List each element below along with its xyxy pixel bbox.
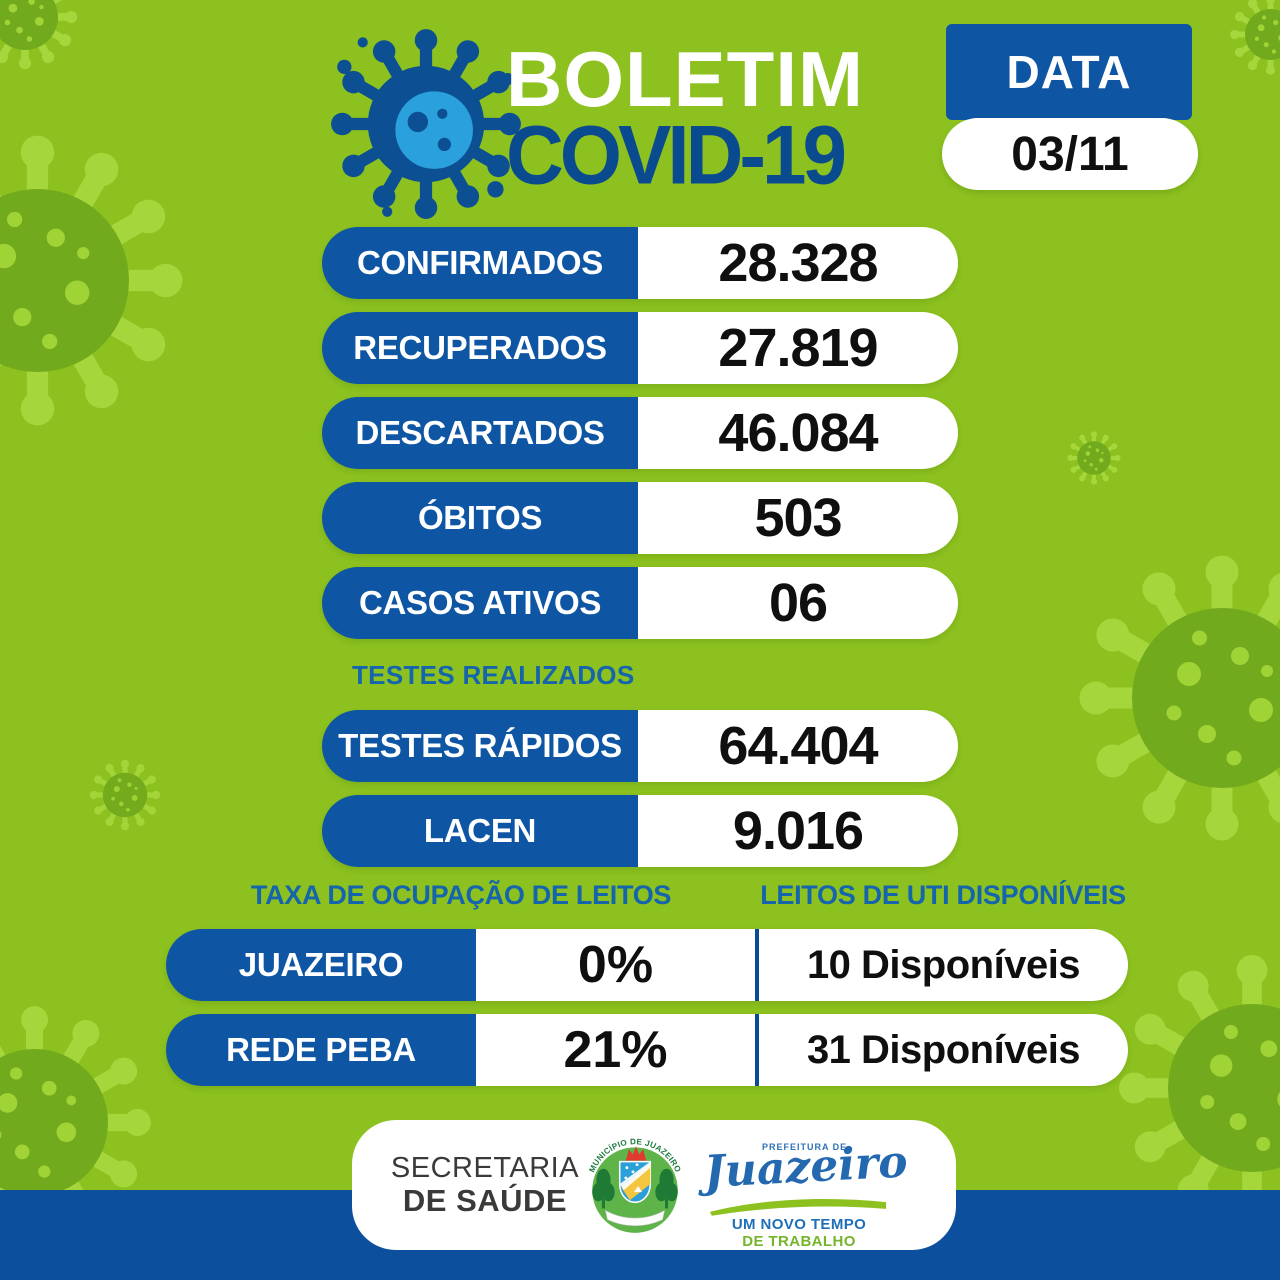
bed-row-rede-peba: REDE PEBA 21% 31 Disponíveis xyxy=(166,1014,1128,1086)
stat-row-recuperados: RECUPERADOS 27.819 xyxy=(322,312,958,384)
bed-rate: 21% xyxy=(476,1014,755,1086)
stat-row-confirmados: CONFIRMADOS 28.328 xyxy=(322,227,958,299)
stat-value: 27.819 xyxy=(638,312,958,384)
bed-available: 31 Disponíveis xyxy=(759,1014,1128,1086)
secretaria-line1: SECRETARIA xyxy=(390,1151,580,1184)
swoosh-icon xyxy=(709,1198,887,1216)
secretaria-text: SECRETARIA DE SAÚDE xyxy=(370,1120,600,1250)
date-label: DATA xyxy=(1006,46,1132,98)
page-title: BOLETIM COVID-19 xyxy=(506,35,864,202)
secretaria-line2: DE SAÚDE xyxy=(402,1182,568,1218)
virus-decoration-icon xyxy=(1067,431,1121,485)
divider xyxy=(755,1014,759,1086)
virus-icon xyxy=(331,29,521,219)
stat-row-casos-ativos: CASOS ATIVOS 06 xyxy=(322,567,958,639)
stat-value: 06 xyxy=(638,567,958,639)
virus-decoration-icon xyxy=(0,0,78,70)
bed-label: JUAZEIRO xyxy=(166,929,476,1001)
footer-card: SECRETARIA DE SAÚDE MUNICÍPIO DE JUAZEIR… xyxy=(352,1120,956,1250)
stat-value: 46.084 xyxy=(638,397,958,469)
date-pill: 03/11 xyxy=(942,118,1198,190)
stat-value: 9.016 xyxy=(638,795,958,867)
tests-section-title: TESTES REALIZADOS xyxy=(352,660,635,690)
bed-label: REDE PEBA xyxy=(166,1014,476,1086)
title-covid19: COVID-19 xyxy=(506,108,847,202)
stat-label: DESCARTADOS xyxy=(322,397,638,469)
municipal-crest-icon: MUNICÍPIO DE JUAZEIRO xyxy=(581,1133,689,1241)
virus-decoration-icon xyxy=(1119,955,1280,1221)
stat-value: 503 xyxy=(638,482,958,554)
stat-label: TESTES RÁPIDOS xyxy=(322,710,638,782)
stat-label: LACEN xyxy=(322,795,638,867)
stat-label: ÓBITOS xyxy=(322,482,638,554)
stat-value: 64.404 xyxy=(638,710,958,782)
date-box: DATA xyxy=(946,24,1192,120)
stat-label: CONFIRMADOS xyxy=(322,227,638,299)
virus-decoration-icon xyxy=(1079,555,1280,841)
slogan-line1: UM NOVO TEMPO xyxy=(731,1216,867,1233)
divider xyxy=(755,929,759,1001)
date-value: 03/11 xyxy=(1011,127,1129,181)
virus-decoration-icon xyxy=(0,135,183,426)
stat-value: 28.328 xyxy=(638,227,958,299)
prefeitura-small-text: PREFEITURA DE xyxy=(762,1142,848,1152)
virus-decoration-icon xyxy=(89,759,161,831)
icu-title: LEITOS DE UTI DISPONÍVEIS xyxy=(760,880,1126,910)
bed-available: 10 Disponíveis xyxy=(759,929,1128,1001)
stat-row-descartados: DESCARTADOS 46.084 xyxy=(322,397,958,469)
prefeitura-logo: PREFEITURA DE Juazeiro UM NOVO TEMPO DE … xyxy=(702,1134,909,1250)
bed-row-juazeiro: JUAZEIRO 0% 10 Disponíveis xyxy=(166,929,1128,1001)
prefeitura-script-name: Juazeiro xyxy=(702,1136,909,1198)
stat-label: RECUPERADOS xyxy=(322,312,638,384)
stat-row-testes-rapidos: TESTES RÁPIDOS 64.404 xyxy=(322,710,958,782)
occupancy-title: TAXA DE OCUPAÇÃO DE LEITOS xyxy=(250,880,672,910)
stat-label: CASOS ATIVOS xyxy=(322,567,638,639)
title-boletim: BOLETIM xyxy=(506,35,864,123)
slogan-line2: DE TRABALHO xyxy=(742,1233,856,1250)
stat-row-lacen: LACEN 9.016 xyxy=(322,795,958,867)
bed-rate: 0% xyxy=(476,929,755,1001)
stat-row-obitos: ÓBITOS 503 xyxy=(322,482,958,554)
virus-decoration-icon xyxy=(1230,0,1280,75)
